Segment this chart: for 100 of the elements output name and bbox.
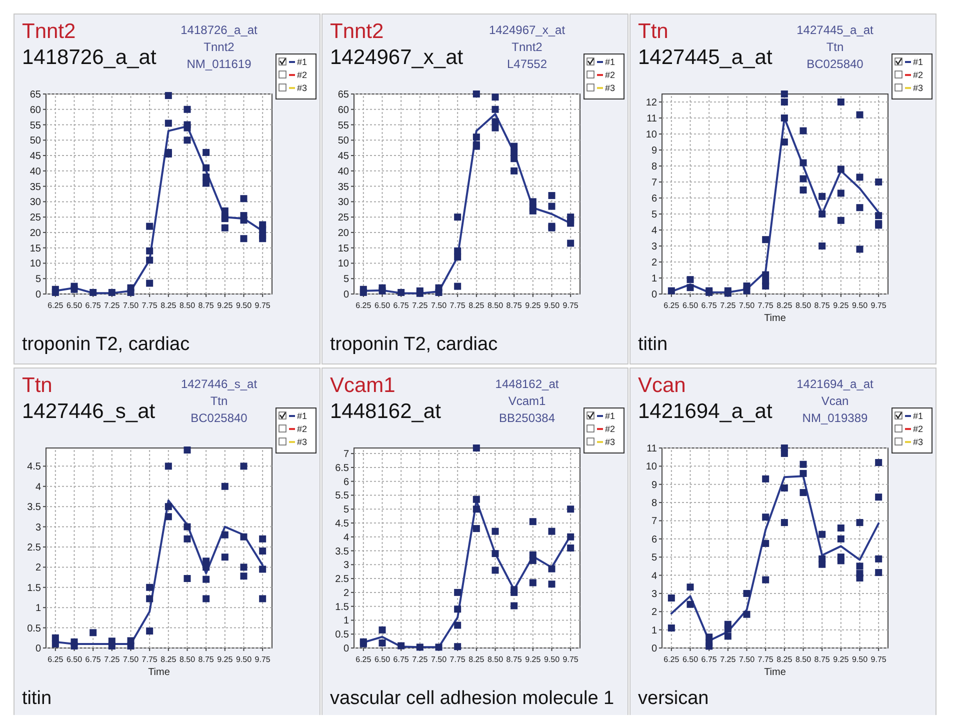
chart-title: Vcam1 xyxy=(330,374,396,397)
y-tick-label: 2.5 xyxy=(335,574,350,586)
x-tick-label: 8.50 xyxy=(795,301,812,310)
x-tick-label: 8.50 xyxy=(487,301,504,310)
y-tick-label: 0 xyxy=(35,290,42,300)
chart-subtitle: 1427446_s_at xyxy=(22,400,156,423)
x-tick-label: 9.25 xyxy=(833,301,850,310)
x-tick-label: 6.75 xyxy=(701,655,718,664)
text: 1448162_at xyxy=(495,377,560,391)
text: 1427446_s_at xyxy=(180,377,258,391)
x-axis-title: Time xyxy=(148,667,170,678)
y-tick-label: 11 xyxy=(646,114,658,124)
legend-label: #3 xyxy=(605,437,616,447)
x-tick-label: 7.50 xyxy=(430,301,448,310)
x-tick-label: 6.50 xyxy=(66,655,83,664)
x-tick-label: 9.25 xyxy=(833,655,850,664)
text: 1427445_a_at xyxy=(796,23,874,37)
y-tick-label: 1 xyxy=(343,616,350,627)
legend-label: #2 xyxy=(913,424,924,434)
x-tick-label: 6.50 xyxy=(374,301,391,310)
x-tick-label: 6.75 xyxy=(393,301,410,310)
text: titin xyxy=(638,334,668,355)
text: 1424967_x_at xyxy=(488,23,566,37)
y-tick-label: 3 xyxy=(651,242,658,252)
y-tick-label: 65 xyxy=(338,90,350,100)
y-tick-label: 4 xyxy=(343,532,350,544)
y-tick-label: 7 xyxy=(651,178,658,188)
y-tick-label: 0 xyxy=(651,290,658,300)
y-tick-label: 5 xyxy=(35,274,42,286)
x-tick-label: 8.50 xyxy=(487,655,504,664)
chart-title: Ttn xyxy=(22,374,52,397)
y-tick-label: 0.5 xyxy=(27,623,42,634)
x-tick-label: 6.25 xyxy=(356,301,372,310)
y-tick-label: 6 xyxy=(651,194,658,204)
x-tick-label: 7.75 xyxy=(758,655,774,664)
x-tick-label: 6.75 xyxy=(701,301,718,310)
x-tick-label: 6.25 xyxy=(48,655,64,664)
y-tick-label: 25 xyxy=(30,212,42,224)
text: Tnnt2 xyxy=(512,40,543,54)
x-tick-label: 7.75 xyxy=(758,301,774,310)
y-tick-label: 0 xyxy=(651,644,658,654)
legend-label: #3 xyxy=(605,83,616,93)
x-tick-label: 7.25 xyxy=(412,301,428,310)
text: NM_019389 xyxy=(802,411,868,425)
chart-subtitle: 1421694_a_at xyxy=(638,400,772,423)
x-tick-label: 7.75 xyxy=(450,301,466,310)
x-tick-label: 6.50 xyxy=(66,301,83,310)
text: troponin T2, cardiac xyxy=(22,334,190,355)
chart-subtitle: 1424967_x_at xyxy=(330,46,464,69)
x-tick-label: 7.25 xyxy=(104,301,120,310)
text: 1418726_a_at xyxy=(180,23,258,37)
text: Ttn xyxy=(826,40,844,54)
x-tick-label: 9.50 xyxy=(544,301,560,310)
x-tick-label: 8.75 xyxy=(198,655,214,664)
x-tick-label: 7.50 xyxy=(738,301,756,310)
x-tick-label: 8.25 xyxy=(776,301,793,310)
y-tick-label: 65 xyxy=(30,90,42,100)
y-tick-label: 2 xyxy=(651,607,658,618)
legend-label: #3 xyxy=(913,83,924,93)
y-tick-label: 4 xyxy=(651,226,658,236)
y-tick-label: 1 xyxy=(651,274,658,284)
x-tick-label: 8.50 xyxy=(795,655,812,664)
y-tick-label: 2 xyxy=(343,588,350,599)
y-tick-label: 5 xyxy=(343,504,350,516)
x-axis-title: Time xyxy=(764,313,786,324)
y-tick-label: 7 xyxy=(343,449,350,460)
x-tick-label: 9.75 xyxy=(254,655,271,664)
y-tick-label: 20 xyxy=(338,228,350,239)
x-tick-label: 7.75 xyxy=(142,301,158,310)
x-tick-label: 8.75 xyxy=(814,655,830,664)
y-tick-label: 45 xyxy=(338,151,350,162)
y-tick-label: 10 xyxy=(646,130,658,140)
y-tick-label: 1.5 xyxy=(27,582,42,594)
x-tick-label: 6.25 xyxy=(664,655,680,664)
text: Tnnt2 xyxy=(204,40,235,54)
legend-label: #2 xyxy=(913,70,924,80)
chart-title: Tnnt2 xyxy=(330,20,384,43)
x-tick-label: 6.25 xyxy=(356,655,372,664)
legend-label: #1 xyxy=(605,57,616,67)
y-tick-label: 9 xyxy=(651,146,658,156)
y-tick-label: 3 xyxy=(35,522,42,534)
x-tick-label: 9.25 xyxy=(525,301,542,310)
y-tick-label: 0 xyxy=(35,644,42,654)
x-tick-label: 7.75 xyxy=(450,655,466,664)
legend-label: #3 xyxy=(913,437,924,447)
legend-label: #1 xyxy=(913,57,924,67)
text: 1421694_a_at xyxy=(796,377,874,391)
x-tick-label: 8.25 xyxy=(776,655,793,664)
x-tick-label: 7.25 xyxy=(720,655,736,664)
y-tick-label: 3 xyxy=(343,560,350,572)
y-tick-label: 0 xyxy=(343,290,350,300)
legend-label: #2 xyxy=(605,70,616,80)
legend-label: #2 xyxy=(297,70,308,80)
chart-title: Tnnt2 xyxy=(22,20,76,43)
text: L47552 xyxy=(506,57,548,71)
y-tick-label: 8 xyxy=(651,162,658,172)
chart-subtitle: 1418726_a_at xyxy=(22,46,156,69)
x-tick-label: 8.75 xyxy=(506,301,522,310)
y-tick-label: 5 xyxy=(343,274,350,286)
legend-label: #1 xyxy=(297,411,308,421)
